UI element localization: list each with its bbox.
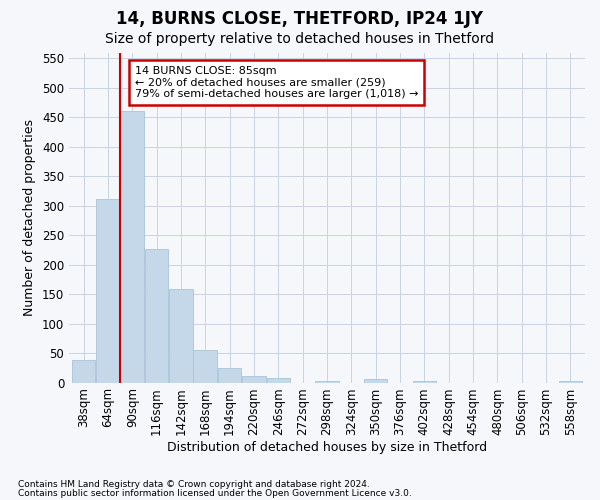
Bar [364, 379, 388, 382]
Bar [72, 360, 95, 382]
Text: Contains public sector information licensed under the Open Government Licence v3: Contains public sector information licen… [18, 488, 412, 498]
Bar [218, 368, 241, 382]
Bar [559, 380, 582, 382]
Bar [96, 198, 120, 382]
Bar [242, 376, 266, 382]
Bar [121, 112, 144, 382]
Text: Size of property relative to detached houses in Thetford: Size of property relative to detached ho… [106, 32, 494, 46]
Y-axis label: Number of detached properties: Number of detached properties [23, 119, 37, 316]
Bar [145, 250, 169, 382]
Bar [193, 350, 217, 382]
Bar [169, 289, 193, 382]
X-axis label: Distribution of detached houses by size in Thetford: Distribution of detached houses by size … [167, 440, 487, 454]
Text: 14, BURNS CLOSE, THETFORD, IP24 1JY: 14, BURNS CLOSE, THETFORD, IP24 1JY [116, 10, 484, 28]
Bar [266, 378, 290, 382]
Text: Contains HM Land Registry data © Crown copyright and database right 2024.: Contains HM Land Registry data © Crown c… [18, 480, 370, 489]
Text: 14 BURNS CLOSE: 85sqm
← 20% of detached houses are smaller (259)
79% of semi-det: 14 BURNS CLOSE: 85sqm ← 20% of detached … [135, 66, 418, 100]
